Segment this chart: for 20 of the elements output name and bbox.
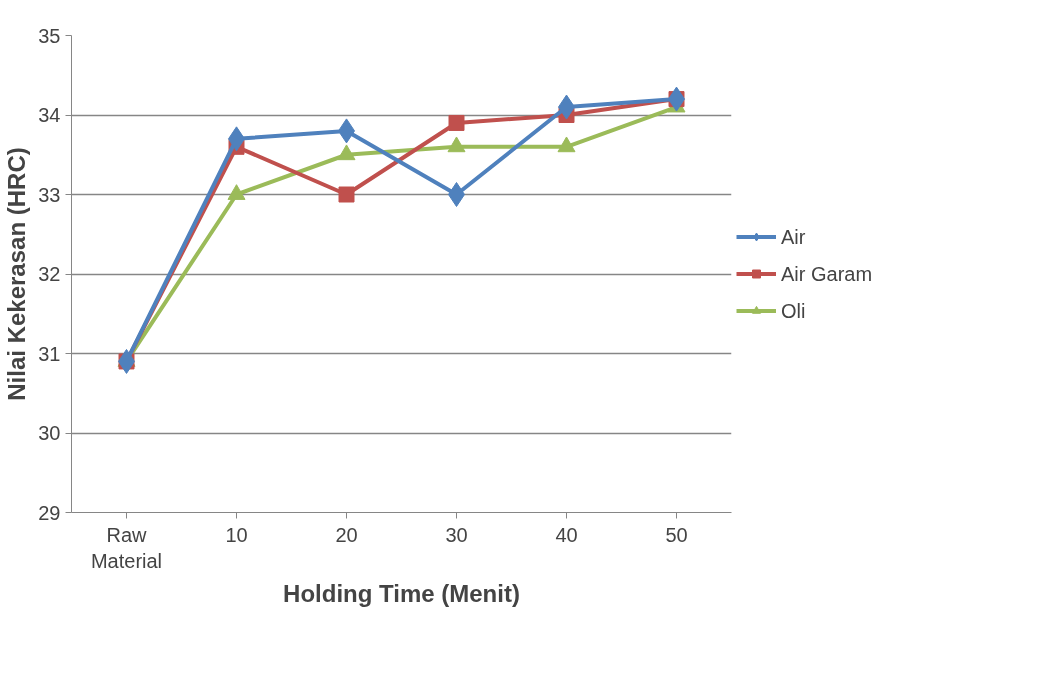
- y-tick-label: 35: [38, 24, 61, 47]
- y-tick-label: 31: [38, 342, 61, 365]
- point: [448, 114, 465, 131]
- legend-label: Air: [781, 225, 806, 248]
- y-tick-label: 33: [38, 183, 61, 206]
- y-tick-label: 29: [38, 501, 61, 524]
- x-tick-label: 50: [665, 523, 688, 546]
- y-tick-label: 30: [38, 422, 61, 444]
- y-axis-title: Nilai Kekerasan (HRC): [3, 147, 31, 401]
- x-axis-title: Holding Time (Menit): [283, 579, 520, 607]
- x-tick-label: Raw Material: [90, 523, 163, 572]
- point: [338, 186, 355, 203]
- x-tick-label: 40: [555, 523, 578, 546]
- x-tick-label: 20: [335, 523, 358, 546]
- legend-label: Air Garam: [781, 262, 873, 285]
- x-tick-label: 30: [445, 523, 468, 546]
- x-tick-label: 10: [225, 523, 248, 546]
- y-tick-label: 34: [38, 104, 61, 126]
- y-tick-label: 32: [38, 263, 61, 285]
- legend-label: Oli: [781, 299, 806, 322]
